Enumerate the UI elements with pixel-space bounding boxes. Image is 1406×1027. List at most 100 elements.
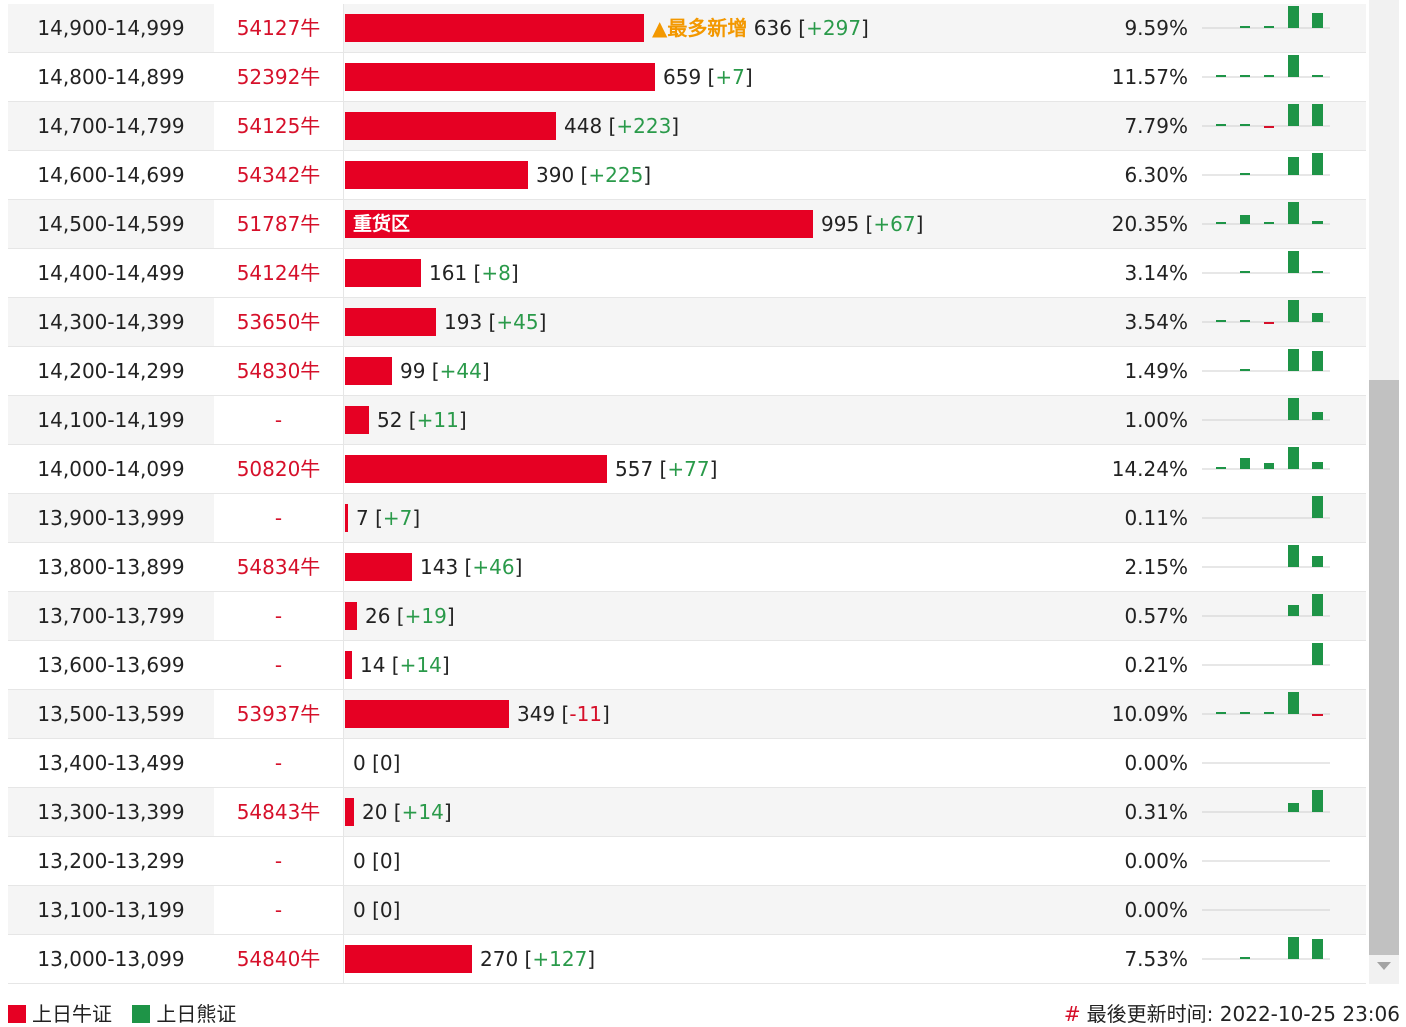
sparkline-bar	[1240, 215, 1250, 224]
trend-sparkline	[1202, 398, 1330, 421]
count-value: 20	[362, 800, 388, 824]
table-row: 14,100-14,199 - 52 [+11] 1.00%	[8, 396, 1366, 445]
bull-code[interactable]: 54834牛	[214, 543, 344, 591]
bull-code[interactable]: -	[214, 739, 344, 787]
vertical-scrollbar[interactable]	[1369, 0, 1399, 984]
sparkline-bar	[1312, 556, 1323, 567]
table-row: 13,300-13,399 54843牛 20 [+14] 0.31%	[8, 788, 1366, 837]
sparkline-bar	[1264, 712, 1274, 714]
percentage: 20.35%	[1111, 212, 1188, 236]
trend-sparkline	[1202, 153, 1330, 176]
count-delta: 0	[379, 849, 393, 873]
volume-count: 161 [+8]	[429, 261, 519, 285]
bull-code[interactable]: 54124牛	[214, 249, 344, 297]
price-range: 14,400-14,499	[37, 261, 185, 285]
sparkline-bar	[1240, 712, 1250, 714]
bull-code[interactable]: -	[214, 592, 344, 640]
price-range: 13,900-13,999	[37, 506, 185, 530]
trend-sparkline	[1202, 643, 1330, 666]
percentage: 11.57%	[1111, 65, 1188, 89]
trend-sparkline	[1202, 545, 1330, 568]
last-updated: # 最後更新时间: 2022-10-25 23:06	[1064, 998, 1400, 1027]
bull-code[interactable]: 54342牛	[214, 151, 344, 199]
sparkline-bar	[1264, 222, 1274, 224]
volume-bar	[345, 308, 436, 336]
sparkline-bar	[1216, 75, 1226, 77]
last-updated-text: 最後更新时间: 2022-10-25 23:06	[1086, 1002, 1400, 1026]
volume-count: 659 [+7]	[663, 65, 753, 89]
price-range: 14,600-14,699	[37, 163, 185, 187]
percentage: 1.49%	[1124, 359, 1188, 383]
bull-bear-distribution-table: 14,900-14,999 54127牛 ▲最多新增 636 [+297] 9.59%…	[8, 4, 1366, 984]
volume-count: 995 [+67]	[821, 212, 924, 236]
price-range: 14,500-14,599	[37, 212, 185, 236]
volume-bar	[345, 161, 528, 189]
sparkline-bar	[1288, 349, 1299, 371]
bull-swatch-icon	[8, 1005, 26, 1023]
scroll-down-arrow-icon[interactable]	[1377, 962, 1391, 970]
price-range: 13,200-13,299	[37, 849, 185, 873]
percentage: 0.11%	[1124, 506, 1188, 530]
bull-code[interactable]: -	[214, 837, 344, 885]
count-value: 26	[365, 604, 391, 628]
bull-code[interactable]: -	[214, 641, 344, 689]
sparkline-bar	[1264, 126, 1274, 128]
sparkline-bar	[1288, 300, 1299, 322]
sparkline-bar	[1288, 605, 1299, 616]
sparkline-bar	[1288, 55, 1299, 77]
table-row: 14,700-14,799 54125牛 448 [+223] 7.79%	[8, 102, 1366, 151]
volume-count: 52 [+11]	[377, 408, 467, 432]
price-range: 14,900-14,999	[37, 16, 185, 40]
table-row: 13,200-13,299 -0 [0] 0.00%	[8, 837, 1366, 886]
price-range: 13,000-13,099	[37, 947, 185, 971]
table-row: 13,900-13,999 -7 [+7] 0.11%	[8, 494, 1366, 543]
table-row: 14,200-14,299 54830牛 99 [+44] 1.49%	[8, 347, 1366, 396]
volume-count: 20 [+14]	[362, 800, 452, 824]
bull-code[interactable]: 51787牛	[214, 200, 344, 248]
volume-count: 193 [+45]	[444, 310, 547, 334]
sparkline-bar	[1312, 13, 1323, 28]
trend-sparkline	[1202, 55, 1330, 78]
count-delta: 0	[379, 898, 393, 922]
volume-bar	[345, 553, 412, 581]
bull-code[interactable]: 54830牛	[214, 347, 344, 395]
volume-bar	[345, 651, 352, 679]
volume-count: 390 [+225]	[536, 163, 652, 187]
sparkline-bar	[1240, 957, 1250, 959]
bull-code[interactable]: 54843牛	[214, 788, 344, 836]
bull-code[interactable]: -	[214, 494, 344, 542]
count-delta: +127	[532, 947, 588, 971]
sparkline-bar	[1312, 313, 1323, 322]
count-value: 270	[480, 947, 519, 971]
percentage: 0.00%	[1124, 849, 1188, 873]
count-value: 659	[663, 65, 702, 89]
bull-code[interactable]: -	[214, 396, 344, 444]
sparkline-bar	[1216, 712, 1226, 714]
count-delta: +225	[588, 163, 644, 187]
bull-code[interactable]: 53937牛	[214, 690, 344, 738]
bull-code[interactable]: 50820牛	[214, 445, 344, 493]
sparkline-bar	[1288, 104, 1299, 126]
sparkline-bar	[1312, 271, 1323, 273]
sparkline-bar	[1240, 320, 1250, 322]
sparkline-bar	[1288, 803, 1299, 812]
count-value: 390	[536, 163, 575, 187]
bull-code[interactable]: 54127牛	[214, 4, 344, 52]
scroll-thumb[interactable]	[1369, 380, 1399, 955]
trend-sparkline	[1202, 937, 1330, 960]
legend-bear-label: 上日熊证	[156, 1002, 237, 1026]
bull-code[interactable]: 52392牛	[214, 53, 344, 101]
price-range: 13,100-13,199	[37, 898, 185, 922]
sparkline-bar	[1264, 26, 1274, 28]
sparkline-bar	[1288, 6, 1299, 28]
bull-code[interactable]: 54125牛	[214, 102, 344, 150]
count-value: 161	[429, 261, 468, 285]
price-range: 14,700-14,799	[37, 114, 185, 138]
trend-sparkline	[1202, 104, 1330, 128]
bull-code[interactable]: -	[214, 886, 344, 934]
volume-bar: 重货区	[345, 210, 813, 238]
sparkline-bar	[1264, 75, 1274, 77]
bull-code[interactable]: 53650牛	[214, 298, 344, 346]
count-delta: +45	[496, 310, 539, 334]
bull-code[interactable]: 54840牛	[214, 935, 344, 983]
